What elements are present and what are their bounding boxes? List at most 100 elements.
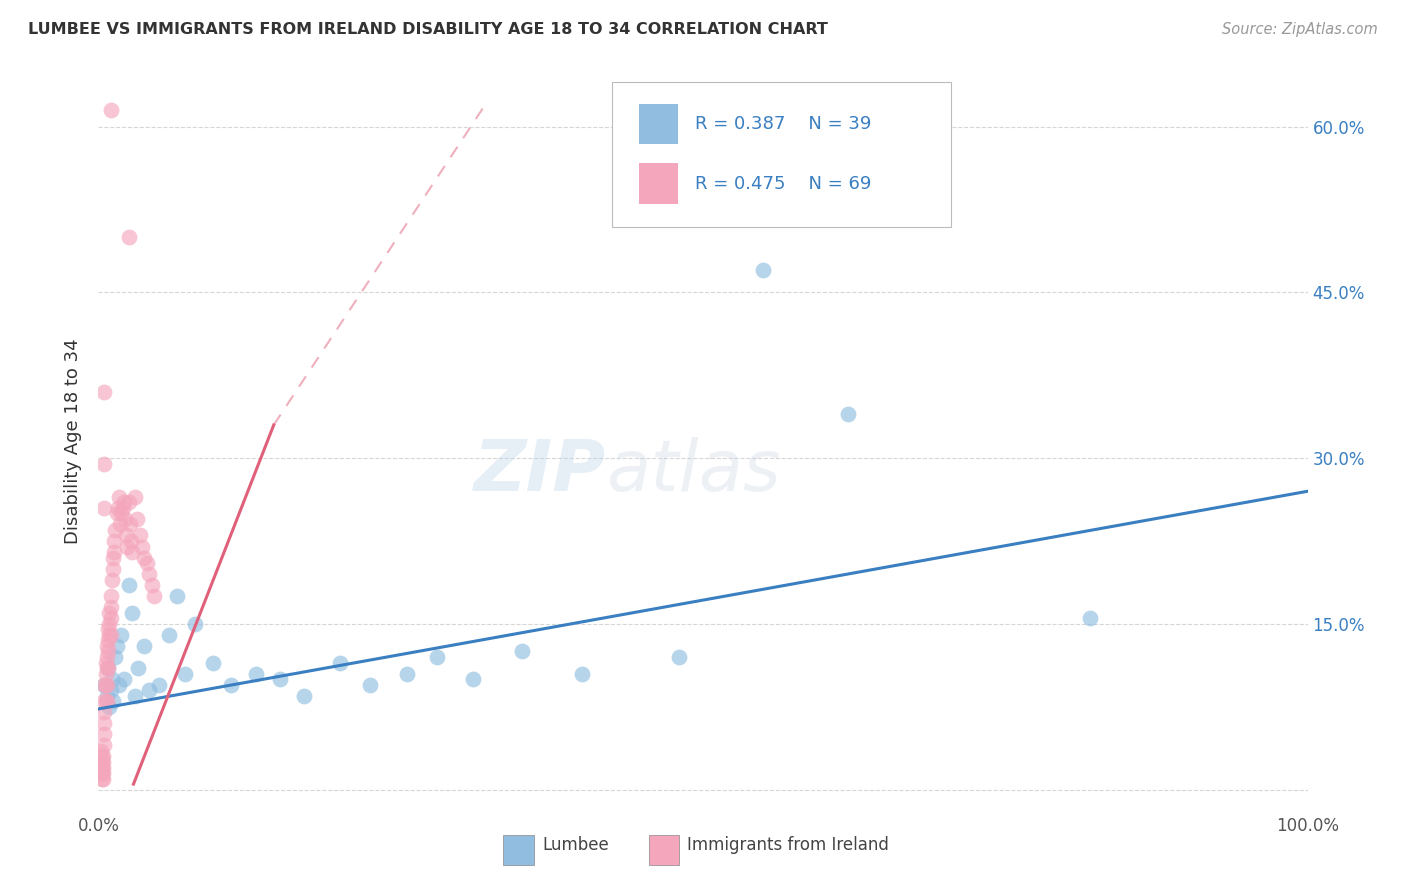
Bar (638, 163, 678, 204)
Point (118, 495, 141, 509)
Point (105, 507, 128, 521)
Point (96, 689, 118, 703)
Point (124, 689, 146, 703)
Point (668, 650, 690, 665)
Point (360, 678, 382, 692)
Point (91, 755, 114, 769)
Point (100, 600, 122, 615)
Point (93, 739, 115, 753)
Point (90, 744, 112, 758)
Point (157, 628, 180, 642)
Point (96, 639, 118, 653)
Point (97, 661, 120, 675)
Point (98, 606, 121, 620)
Point (135, 556, 157, 570)
Point (91, 760, 114, 774)
Point (98, 699, 121, 714)
Point (93, 694, 115, 708)
Point (98, 628, 121, 642)
Point (91, 760, 114, 774)
Point (104, 523, 127, 537)
Point (107, 500, 129, 515)
Bar (638, 103, 678, 145)
Point (138, 683, 160, 698)
Point (128, 528, 150, 542)
Point (91, 766, 114, 780)
Point (97, 644, 120, 658)
Point (98, 616, 121, 631)
Point (97, 661, 120, 675)
Point (91, 755, 114, 769)
Point (148, 678, 170, 692)
Text: R = 0.475    N = 69: R = 0.475 N = 69 (695, 175, 870, 193)
Point (510, 644, 533, 658)
Text: LUMBEE VS IMMIGRANTS FROM IRELAND DISABILITY AGE 18 TO 34 CORRELATION CHART: LUMBEE VS IMMIGRANTS FROM IRELAND DISABI… (28, 22, 828, 37)
Point (118, 230, 141, 244)
Point (110, 507, 132, 521)
Point (837, 407, 859, 421)
Text: atlas: atlas (606, 437, 780, 506)
Point (93, 706, 115, 720)
Point (96, 650, 118, 665)
Point (90, 760, 112, 774)
Point (138, 567, 160, 582)
Point (91, 772, 114, 786)
Point (100, 611, 122, 625)
Point (96, 661, 118, 675)
Point (571, 666, 593, 681)
Point (93, 678, 115, 692)
Point (121, 545, 143, 559)
Point (93, 500, 115, 515)
Point (395, 666, 418, 681)
Point (97, 633, 120, 648)
Point (93, 384, 115, 399)
Point (292, 689, 315, 703)
Point (93, 457, 115, 471)
Point (108, 517, 131, 532)
Point (100, 573, 122, 587)
Y-axis label: Disability Age 18 to 34: Disability Age 18 to 34 (65, 339, 83, 544)
Point (134, 550, 156, 565)
Text: R = 0.387    N = 39: R = 0.387 N = 39 (695, 115, 870, 133)
Point (90, 755, 112, 769)
Point (117, 540, 139, 554)
Point (104, 650, 127, 665)
Point (118, 578, 141, 592)
Point (100, 103, 122, 117)
Bar (648, 836, 679, 865)
Point (120, 533, 142, 548)
Point (96, 694, 118, 708)
Point (127, 661, 149, 675)
Point (91, 749, 114, 764)
Point (127, 512, 149, 526)
Point (426, 650, 449, 665)
Point (93, 716, 115, 731)
Point (94, 678, 117, 692)
Point (118, 517, 141, 532)
Point (166, 589, 188, 603)
Point (91, 749, 114, 764)
Text: Lumbee: Lumbee (543, 836, 609, 854)
Point (90, 766, 112, 780)
Point (110, 628, 132, 642)
Point (101, 550, 124, 565)
Point (184, 616, 207, 631)
Text: ZIP: ZIP (474, 437, 606, 506)
Point (91, 766, 114, 780)
Point (124, 490, 146, 504)
Point (115, 528, 138, 542)
Point (329, 656, 352, 670)
Point (752, 263, 775, 277)
Point (463, 672, 485, 686)
Point (202, 656, 225, 670)
Point (97, 623, 120, 637)
Point (245, 666, 267, 681)
Bar (503, 836, 534, 865)
Point (100, 683, 122, 698)
Point (94, 666, 117, 681)
Point (174, 666, 197, 681)
Point (96, 678, 118, 692)
Point (101, 694, 124, 708)
Text: Immigrants from Ireland: Immigrants from Ireland (688, 836, 889, 854)
Point (94, 694, 117, 708)
